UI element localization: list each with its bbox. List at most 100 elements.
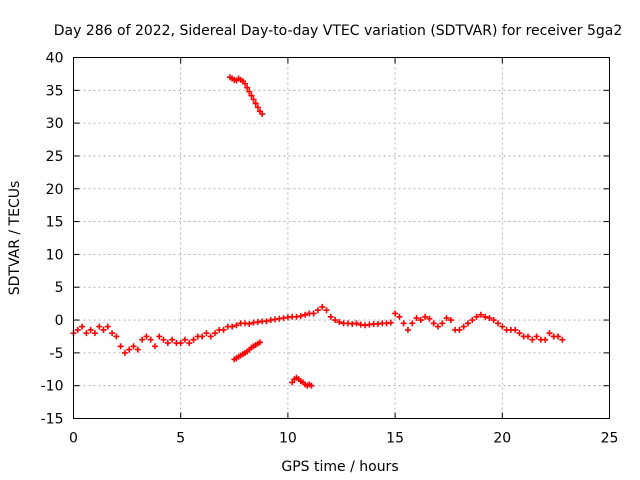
data-point bbox=[533, 333, 540, 340]
y-tick-label: 25 bbox=[46, 149, 64, 165]
data-point bbox=[207, 333, 214, 340]
axis-ticks bbox=[73, 57, 610, 419]
data-point bbox=[117, 343, 124, 350]
data-point bbox=[139, 336, 146, 343]
data-point bbox=[319, 303, 326, 310]
data-point bbox=[87, 326, 94, 333]
data-point bbox=[404, 326, 411, 333]
data-point bbox=[499, 323, 506, 330]
tick-labels: 0 5 10 15 20 25 -15 -10 -5 0 5 10 15 20 25 30 35 40 bbox=[41, 51, 619, 447]
data-point bbox=[353, 320, 360, 327]
data-point bbox=[126, 346, 133, 353]
x-tick-label: 5 bbox=[176, 431, 185, 447]
data-points bbox=[70, 74, 566, 389]
data-point bbox=[177, 340, 184, 347]
y-tick-label: 20 bbox=[46, 182, 64, 198]
data-point bbox=[96, 323, 103, 330]
data-point bbox=[392, 310, 399, 317]
data-point bbox=[516, 330, 523, 337]
y-tick-label: 30 bbox=[46, 116, 64, 132]
data-point bbox=[263, 318, 270, 325]
data-point bbox=[555, 333, 562, 340]
y-tick-label: 10 bbox=[46, 247, 64, 263]
y-axis-label: SDTVAR / TECUs bbox=[7, 181, 23, 296]
data-point bbox=[160, 336, 167, 343]
data-point bbox=[297, 313, 304, 320]
data-point bbox=[289, 379, 296, 386]
data-point bbox=[220, 326, 227, 333]
data-point bbox=[233, 322, 240, 329]
x-tick-label: 20 bbox=[493, 431, 511, 447]
data-point bbox=[104, 323, 111, 330]
data-point bbox=[151, 343, 158, 350]
data-point bbox=[473, 313, 480, 320]
data-point bbox=[242, 80, 249, 87]
data-point bbox=[248, 92, 255, 99]
data-point bbox=[134, 346, 141, 353]
data-point bbox=[456, 326, 463, 333]
data-point bbox=[327, 313, 334, 320]
data-point bbox=[495, 320, 502, 327]
data-point bbox=[130, 343, 137, 350]
data-point bbox=[477, 311, 484, 318]
data-point bbox=[181, 336, 188, 343]
data-point bbox=[121, 349, 128, 356]
data-point bbox=[244, 84, 251, 91]
data-point bbox=[460, 323, 467, 330]
data-point bbox=[426, 315, 433, 322]
x-tick-label: 15 bbox=[386, 431, 404, 447]
data-point bbox=[186, 340, 193, 347]
y-tick-label: 40 bbox=[46, 51, 64, 67]
data-point bbox=[332, 317, 339, 324]
data-point bbox=[246, 320, 253, 327]
data-point bbox=[91, 330, 98, 337]
data-point bbox=[400, 320, 407, 327]
data-point bbox=[529, 336, 536, 343]
y-tick-label: 15 bbox=[46, 215, 64, 231]
data-point bbox=[486, 315, 493, 322]
data-point bbox=[147, 336, 154, 343]
data-point bbox=[443, 315, 450, 322]
data-point bbox=[310, 310, 317, 317]
data-point bbox=[482, 313, 489, 320]
chart-title: Day 286 of 2022, Sidereal Day-to-day VTE… bbox=[54, 23, 623, 39]
data-point bbox=[422, 313, 429, 320]
data-point bbox=[417, 317, 424, 324]
data-point bbox=[229, 323, 236, 330]
data-point bbox=[387, 319, 394, 326]
data-point bbox=[164, 340, 171, 347]
data-point bbox=[490, 317, 497, 324]
data-point bbox=[542, 336, 549, 343]
data-point bbox=[257, 339, 264, 346]
data-point bbox=[469, 317, 476, 324]
data-point bbox=[396, 313, 403, 320]
x-tick-label: 25 bbox=[601, 431, 619, 447]
data-point bbox=[190, 336, 197, 343]
data-point bbox=[308, 382, 315, 389]
data-point bbox=[434, 323, 441, 330]
y-tick-label: 0 bbox=[55, 313, 64, 329]
data-point bbox=[100, 326, 107, 333]
plot-frame bbox=[73, 57, 610, 419]
data-point bbox=[314, 307, 321, 314]
data-point bbox=[203, 330, 210, 337]
data-point bbox=[83, 330, 90, 337]
data-point bbox=[323, 307, 330, 314]
data-point bbox=[169, 336, 176, 343]
y-tick-label: -15 bbox=[41, 412, 64, 428]
y-tick-label: -10 bbox=[41, 379, 64, 395]
data-point bbox=[254, 104, 261, 111]
data-point bbox=[447, 317, 454, 324]
data-point bbox=[109, 330, 116, 337]
data-point bbox=[464, 320, 471, 327]
data-point bbox=[430, 320, 437, 327]
y-tick-label: -5 bbox=[50, 346, 64, 362]
x-tick-label: 10 bbox=[279, 431, 297, 447]
data-point bbox=[199, 333, 206, 340]
data-point bbox=[143, 333, 150, 340]
data-point bbox=[79, 323, 86, 330]
y-tick-label: 5 bbox=[55, 280, 64, 296]
x-tick-label: 0 bbox=[69, 431, 78, 447]
data-point bbox=[113, 333, 120, 340]
